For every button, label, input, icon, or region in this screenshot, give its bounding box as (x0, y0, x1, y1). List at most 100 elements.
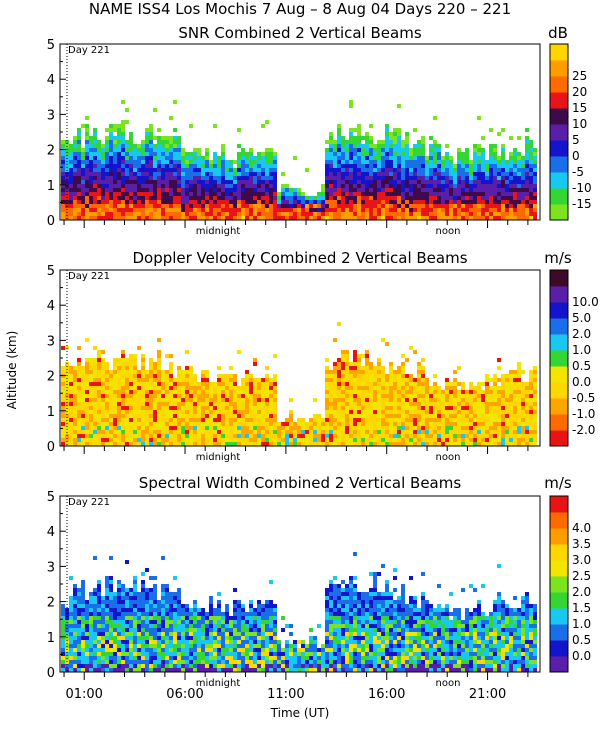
heatmap-cell (525, 164, 529, 168)
heatmap-cell (309, 438, 313, 442)
heatmap-cell (481, 208, 485, 212)
heatmap-cell (377, 442, 381, 446)
heatmap-cell (97, 394, 101, 398)
heatmap-cell (113, 358, 117, 362)
heatmap-cell (337, 366, 341, 370)
heatmap-cell (129, 212, 133, 216)
heatmap-cell (321, 430, 325, 434)
heatmap-cell (337, 140, 341, 144)
heatmap-cell (409, 386, 413, 390)
heatmap-cell (149, 124, 153, 128)
heatmap-cell (393, 196, 397, 200)
heatmap-cell (377, 168, 381, 172)
heatmap-cell (433, 410, 437, 414)
heatmap-cell (465, 148, 469, 152)
heatmap-cell (369, 434, 373, 438)
heatmap-cell (485, 164, 489, 168)
heatmap-cell (141, 600, 145, 604)
heatmap-cell (289, 442, 293, 446)
heatmap-cell (213, 394, 217, 398)
heatmap-cell (341, 168, 345, 172)
heatmap-cell (425, 164, 429, 168)
heatmap-cell (129, 358, 133, 362)
heatmap-cell (373, 200, 377, 204)
heatmap-cell (345, 442, 349, 446)
heatmap-cell (193, 172, 197, 176)
heatmap-cell (121, 168, 125, 172)
heatmap-cell (389, 156, 393, 160)
heatmap-cell (349, 370, 353, 374)
heatmap-cell (277, 430, 281, 434)
heatmap-cell (261, 414, 265, 418)
heatmap-cell (353, 152, 357, 156)
heatmap-cell (533, 176, 537, 180)
heatmap-cell (61, 406, 65, 410)
heatmap-cell (517, 156, 521, 160)
heatmap-cell (145, 188, 149, 192)
heatmap-cell (525, 410, 529, 414)
heatmap-cell (229, 180, 233, 184)
heatmap-cell (401, 216, 405, 220)
heatmap-cell (233, 176, 237, 180)
heatmap-cell (173, 100, 177, 104)
heatmap-cell (169, 164, 173, 168)
heatmap-cell (133, 148, 137, 152)
heatmap-cell (349, 434, 353, 438)
heatmap-cell (497, 418, 501, 422)
heatmap-cell (301, 418, 305, 422)
heatmap-cell (461, 438, 465, 442)
heatmap-cell (253, 390, 257, 394)
heatmap-cell (377, 196, 381, 200)
heatmap-cell (401, 410, 405, 414)
heatmap-cell (497, 216, 501, 220)
heatmap-cell (361, 148, 365, 152)
heatmap-cell (353, 354, 357, 358)
heatmap-cell (245, 192, 249, 196)
heatmap-cell (93, 140, 97, 144)
heatmap-cell (237, 406, 241, 410)
heatmap-cell (93, 152, 97, 156)
heatmap-cell (433, 204, 437, 208)
heatmap-cell (357, 366, 361, 370)
heatmap-cell (129, 398, 133, 402)
heatmap-cell (113, 608, 117, 612)
heatmap-cell (77, 196, 81, 200)
heatmap-cell (193, 180, 197, 184)
heatmap-cell (85, 362, 89, 366)
heatmap-cell (141, 354, 145, 358)
heatmap-cell (101, 438, 105, 442)
heatmap-cell (509, 378, 513, 382)
heatmap-cell (373, 430, 377, 434)
heatmap-cell (477, 422, 481, 426)
heatmap-cell (409, 200, 413, 204)
heatmap-cell (137, 636, 141, 640)
heatmap-cell (277, 208, 281, 212)
heatmap-cell (461, 156, 465, 160)
heatmap-cell (125, 120, 129, 124)
heatmap-cell (325, 370, 329, 374)
heatmap-cell (225, 414, 229, 418)
heatmap-cell (61, 172, 65, 176)
heatmap-cell (77, 612, 81, 616)
heatmap-cell (509, 152, 513, 156)
heatmap-cell (357, 422, 361, 426)
heatmap-cell (157, 362, 161, 366)
heatmap-cell (525, 398, 529, 402)
heatmap-cell (161, 144, 165, 148)
heatmap-cell (425, 156, 429, 160)
heatmap-cell (89, 212, 93, 216)
heatmap-cell (509, 410, 513, 414)
heatmap-cell (509, 164, 513, 168)
heatmap-cell (105, 192, 109, 196)
heatmap-cell (105, 204, 109, 208)
heatmap-cell (465, 216, 469, 220)
heatmap-cell (69, 636, 73, 640)
heatmap-cell (149, 362, 153, 366)
heatmap-cell (173, 208, 177, 212)
colorbar-tick-label: 0.5 (572, 359, 591, 373)
heatmap-cell (73, 636, 77, 640)
heatmap-cell (221, 418, 225, 422)
heatmap-cell (77, 200, 81, 204)
heatmap-cell (213, 430, 217, 434)
heatmap-cell (341, 390, 345, 394)
